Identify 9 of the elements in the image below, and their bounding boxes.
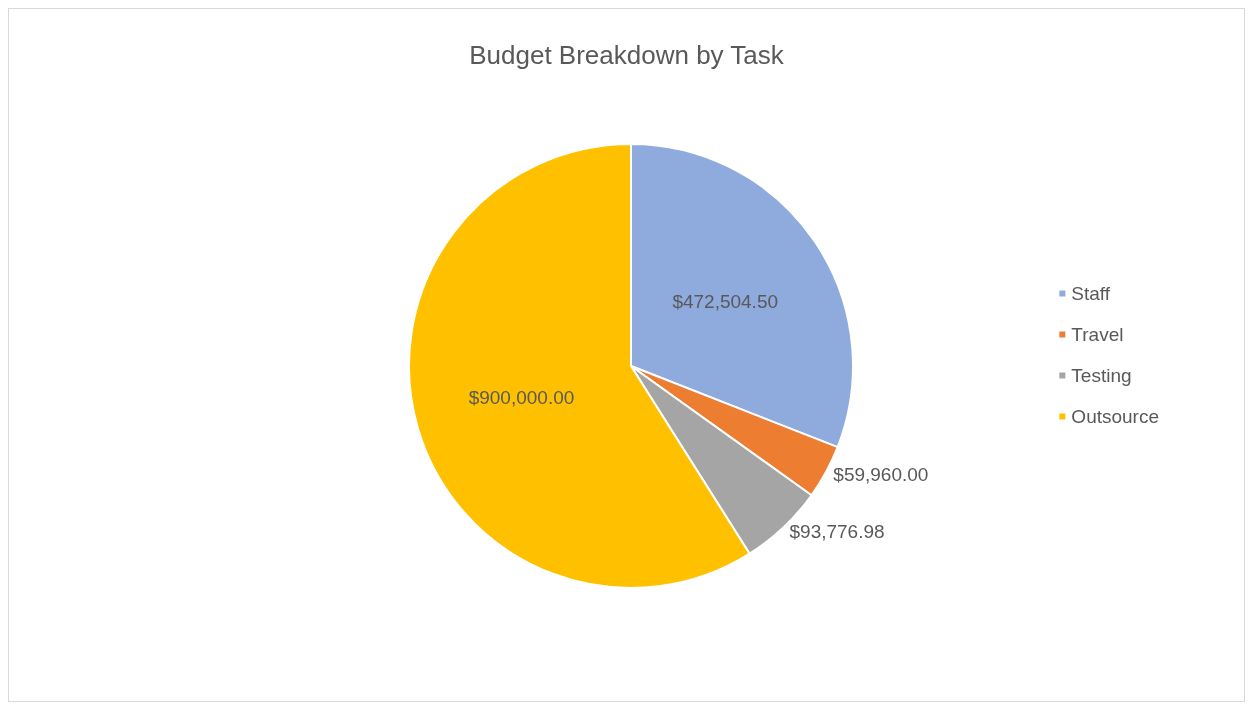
data-label: $900,000.00	[468, 387, 575, 409]
legend-label: Testing	[1071, 365, 1132, 386]
data-label: $93,776.98	[789, 521, 885, 543]
legend-label: Staff	[1071, 283, 1111, 304]
chart-title: Budget Breakdown by Task	[469, 40, 785, 70]
data-label: $59,960.00	[833, 464, 929, 486]
legend-label: Outsource	[1071, 406, 1159, 427]
legend-label: Travel	[1071, 324, 1124, 345]
data-label: $472,504.50	[672, 291, 779, 313]
